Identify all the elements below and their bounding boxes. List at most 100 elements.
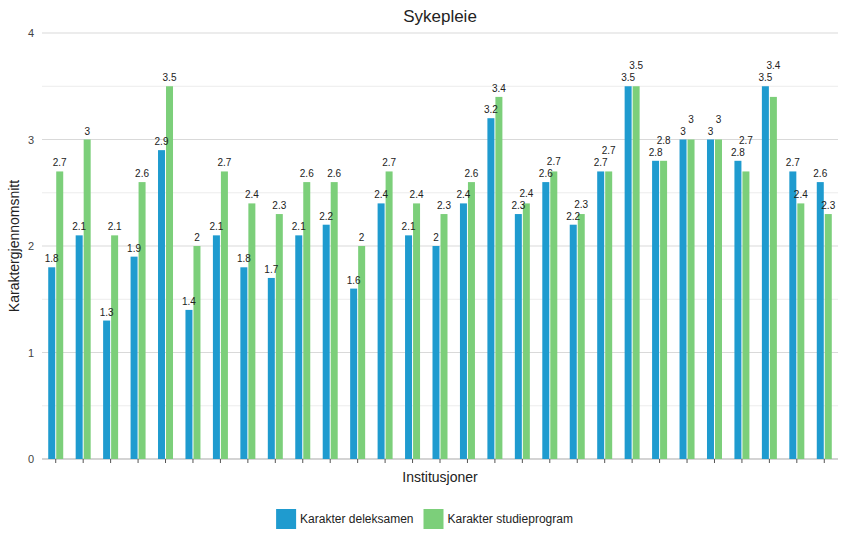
data-label: 2.6 (135, 168, 149, 179)
x-tick (302, 459, 303, 463)
bar (441, 214, 448, 459)
bar (378, 203, 385, 459)
data-label: 3 (708, 126, 714, 137)
bar (111, 235, 118, 459)
bar (487, 118, 494, 459)
x-tick (110, 459, 111, 463)
bar (688, 140, 695, 460)
x-tick (165, 459, 166, 463)
y-tick-label: 0 (28, 453, 34, 465)
data-label: 2.6 (464, 168, 478, 179)
legend: Karakter deleksamenKarakter studieprogra… (276, 509, 573, 529)
bar (84, 140, 91, 460)
data-label: 2.3 (272, 200, 286, 211)
grid (42, 33, 838, 459)
data-label: 1.8 (45, 253, 59, 264)
bar (542, 182, 549, 459)
bar (248, 203, 255, 459)
bar (433, 246, 440, 459)
data-label: 3.5 (629, 60, 643, 71)
grid-line (42, 33, 838, 34)
x-tick (549, 459, 550, 463)
data-label: 2.7 (547, 156, 561, 167)
data-label: 2.1 (402, 221, 416, 232)
bar (570, 225, 577, 459)
bar (742, 171, 749, 459)
x-tick (220, 459, 221, 463)
data-label: 2.3 (821, 200, 835, 211)
x-tick (138, 459, 139, 463)
data-label: 2.2 (566, 211, 580, 222)
x-tick (741, 459, 742, 463)
bar (48, 267, 55, 459)
bar (350, 289, 357, 459)
data-label: 3 (716, 114, 722, 125)
data-label: 3.4 (492, 83, 506, 94)
bar (707, 140, 714, 460)
data-label: 3.5 (163, 72, 177, 83)
bar (734, 161, 741, 459)
data-label: 2 (359, 232, 365, 243)
x-tick (330, 459, 331, 463)
bar (193, 246, 200, 459)
x-tick (577, 459, 578, 463)
data-label: 3 (680, 126, 686, 137)
data-label: 2 (433, 232, 439, 243)
data-label: 2.4 (374, 189, 388, 200)
x-tick (494, 459, 495, 463)
x-tick (769, 459, 770, 463)
bar (323, 225, 330, 459)
x-tick (440, 459, 441, 463)
data-label: 2.7 (217, 157, 231, 168)
data-label: 1.3 (100, 307, 114, 318)
data-label: 3 (688, 114, 694, 125)
data-label: 1.4 (182, 296, 196, 307)
bar (633, 86, 640, 459)
bar (797, 203, 804, 459)
bar (523, 203, 530, 459)
x-tick (412, 459, 413, 463)
data-label: 2.4 (519, 188, 533, 199)
bar (413, 203, 420, 459)
bar (660, 161, 667, 459)
bar (625, 86, 632, 459)
legend-label: Karakter studieprogram (448, 512, 573, 526)
legend-swatch (276, 509, 296, 529)
bar (605, 171, 612, 459)
bar (468, 182, 475, 459)
x-tick (714, 459, 715, 463)
data-label: 2.3 (511, 200, 525, 211)
bar (495, 97, 502, 459)
bar (185, 310, 192, 459)
x-tick (357, 459, 358, 463)
data-label: 2.7 (53, 157, 67, 168)
data-label: 2.6 (539, 168, 553, 179)
data-label: 2.8 (731, 147, 745, 158)
bar (56, 171, 63, 459)
data-label: 3.5 (621, 72, 635, 83)
data-label: 2.7 (739, 135, 753, 146)
data-label: 2.2 (319, 211, 333, 222)
data-label: 1.8 (237, 253, 251, 264)
data-label: 1.6 (347, 275, 361, 286)
data-label: 3 (84, 126, 90, 137)
data-label: 1.9 (127, 243, 141, 254)
data-label: 3.5 (758, 72, 772, 83)
data-label: 2.1 (108, 221, 122, 232)
x-tick (796, 459, 797, 463)
data-label: 2.7 (594, 157, 608, 168)
bar (550, 171, 557, 459)
bar (295, 235, 302, 459)
x-tick (604, 459, 605, 463)
data-label: 3.2 (484, 104, 498, 115)
data-label: 2.4 (794, 189, 808, 200)
data-label: 2.7 (602, 145, 616, 156)
bar (131, 257, 138, 459)
x-tick (824, 459, 825, 463)
data-labels: 1.82.72.131.32.11.92.62.93.51.422.12.71.… (45, 60, 836, 317)
data-label: 2.4 (410, 189, 424, 200)
y-tick-label: 2 (28, 240, 34, 252)
bar (405, 235, 412, 459)
x-tick (247, 459, 248, 463)
data-label: 2.1 (72, 221, 86, 232)
